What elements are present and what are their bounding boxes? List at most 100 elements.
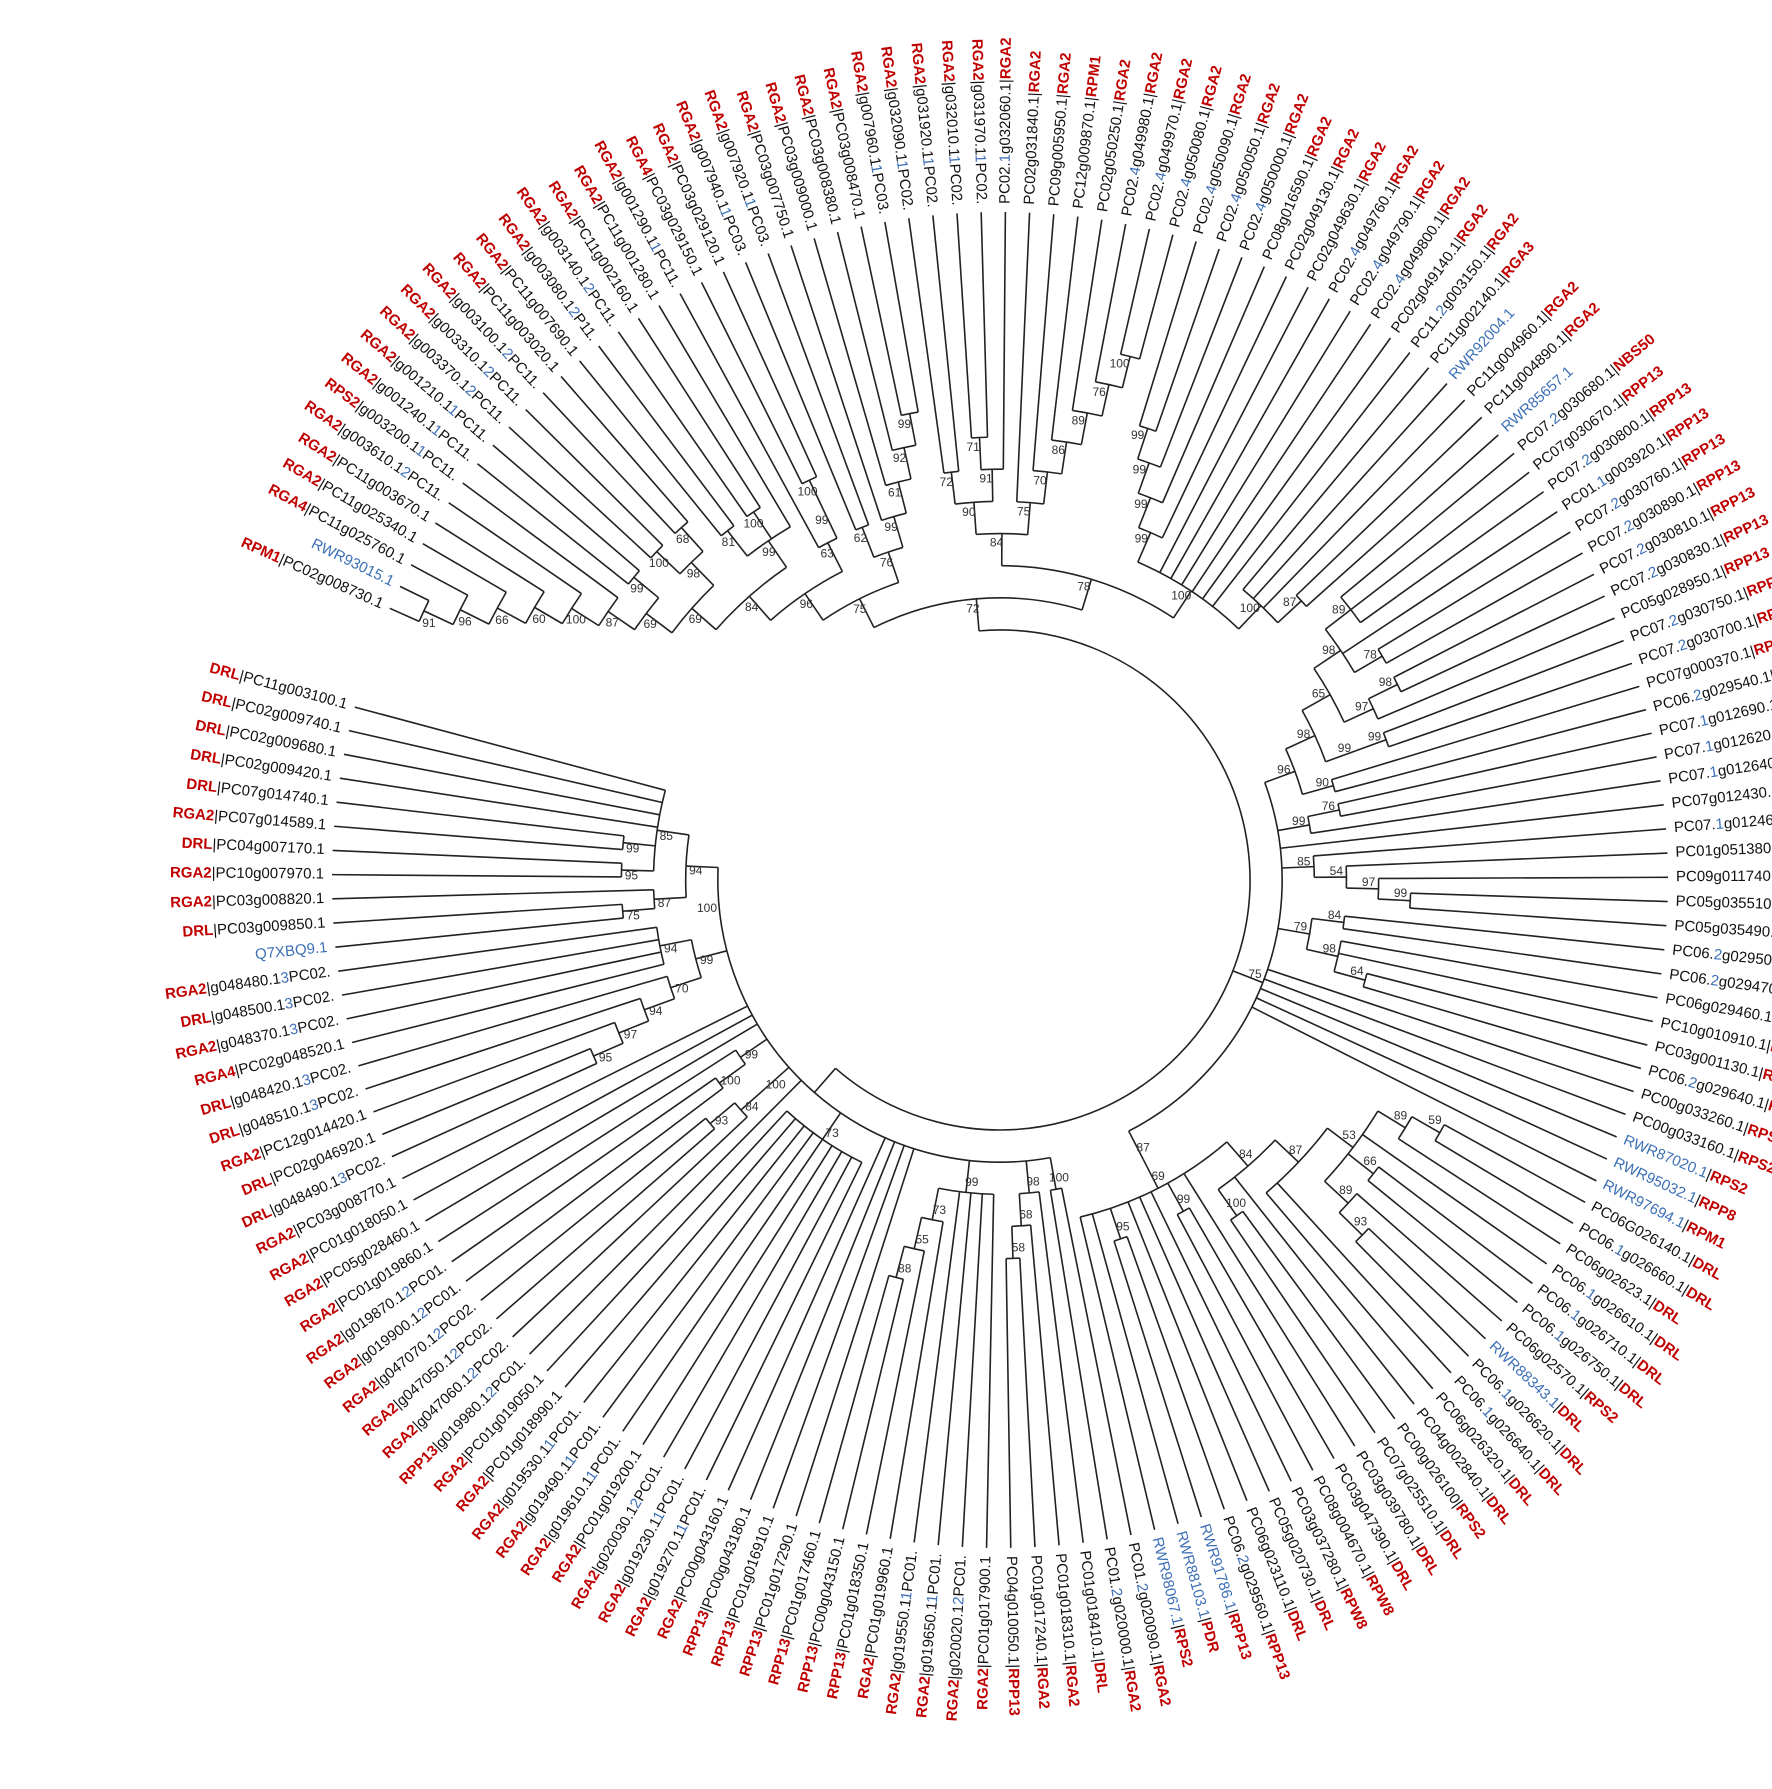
bootstrap-value: 88	[898, 1261, 912, 1275]
bootstrap-value: 84	[745, 1099, 759, 1113]
branch-line	[1410, 892, 1668, 903]
bootstrap-value: 90	[1316, 775, 1330, 789]
leaf-label-part: RPP13	[1224, 1611, 1255, 1661]
branch-line	[1377, 1110, 1406, 1129]
bootstrap-values: 7275968469698710060669691999810068998110…	[422, 356, 1442, 1275]
bootstrap-value: 99	[1131, 428, 1145, 442]
leaf-label-part: RGA2	[1054, 52, 1074, 95]
leaf-label-part: |	[212, 893, 216, 910]
leaf-label-part: RGA2	[218, 1145, 263, 1175]
branch-line	[865, 1250, 926, 1535]
leaf-label-part: RGA2	[907, 42, 928, 85]
leaf-label-part: PC05g035510.1	[1675, 893, 1772, 913]
leaf-label-part: 1	[1708, 763, 1719, 781]
bootstrap-value: 78	[1077, 580, 1091, 594]
branch-arc	[1265, 1127, 1329, 1194]
leaf-label-part: g032060.1	[997, 83, 1015, 154]
leaf-label: PC04g010050.1|RPP13	[1003, 1556, 1023, 1716]
bootstrap-value: 94	[689, 863, 703, 877]
leaf-label-part: g029470.1	[1718, 973, 1772, 1000]
branch-arc	[1367, 698, 1379, 720]
branch-line	[480, 1117, 707, 1302]
leaf-label-part: PC07g014740.1	[220, 780, 330, 810]
branch-arc	[652, 889, 656, 909]
branch-line	[645, 612, 673, 634]
branch-line	[908, 218, 945, 474]
branch-line	[1305, 434, 1499, 607]
leaf-label-part: RGA2	[1304, 114, 1336, 159]
leaf-label-part: g031920.1	[912, 87, 936, 159]
branch-line	[1400, 595, 1605, 693]
bootstrap-value: 100	[721, 1074, 741, 1088]
leaf-label-part: |	[641, 171, 658, 182]
leaf-label-part: RGA2	[267, 1250, 312, 1285]
branch-line	[739, 1038, 768, 1058]
bootstrap-value: 89	[1394, 1109, 1408, 1123]
bootstrap-value: 99	[700, 953, 714, 967]
branch-line	[1337, 732, 1652, 805]
leaf-label-part: DRL	[1690, 1254, 1725, 1284]
leaf-label-part: PC07.	[1663, 739, 1707, 763]
bootstrap-value: 96	[1277, 763, 1291, 777]
leaf-label-part: Q7XBQ9.1	[254, 939, 328, 963]
branch-line	[980, 212, 989, 438]
leaf-label-part: |	[773, 120, 790, 128]
branch-line	[1094, 223, 1127, 382]
branch-arc	[639, 998, 650, 1022]
leaf-label-part: RPP13	[794, 1644, 822, 1694]
branch-line	[1015, 212, 1031, 502]
leaf-label-part: RGA2	[1121, 1669, 1144, 1713]
branch-line	[343, 753, 660, 816]
branch-line	[1119, 228, 1151, 355]
branch-arc	[1080, 1141, 1228, 1218]
leaf-label-part: RPW8	[1362, 1572, 1397, 1618]
branch-line	[644, 998, 675, 1011]
branch-line	[1211, 352, 1411, 607]
branch-line	[1277, 600, 1302, 624]
branch-arc	[1032, 469, 1062, 475]
leaf-label-part: |	[615, 1577, 632, 1588]
branch-line	[534, 606, 563, 625]
branch-arc	[1367, 1166, 1380, 1181]
branch-line	[1091, 1213, 1179, 1525]
branch-line	[1137, 497, 1152, 528]
leaf-label-part: 1	[972, 154, 989, 163]
leaf-label: PC01g018310.1|RGA2	[1052, 1553, 1083, 1708]
branch-line	[1333, 970, 1366, 981]
bootstrap-value: 59	[1428, 1113, 1442, 1127]
bootstrap-value: 98	[1297, 727, 1311, 741]
leaf-label-part: |	[1196, 1616, 1213, 1624]
leaf-label-part: |	[215, 1037, 222, 1054]
leaf-label: PC02g031840.1|RGA2	[1021, 50, 1045, 205]
leaf-label-part: |	[975, 1664, 992, 1668]
leaf-label-part: PC02.	[1190, 191, 1218, 236]
leaf-label-part: RGA2	[595, 1581, 630, 1626]
branch-line	[451, 1077, 717, 1263]
leaf-label-part: |	[212, 836, 217, 853]
branch-line	[1161, 276, 1288, 539]
leaf-label-part: |	[883, 87, 900, 93]
branch-line	[1385, 552, 1583, 664]
leaf-label-part: PC01g051380.1	[1675, 839, 1772, 860]
bootstrap-value: 98	[1026, 1175, 1040, 1189]
bootstrap-value: 98	[1379, 675, 1393, 689]
leaf-label-part: RPS2	[1735, 1148, 1772, 1178]
leaf-label: PC07.1g012460.1|DRL	[1673, 807, 1772, 836]
bootstrap-value: 99	[965, 1175, 979, 1189]
branch-line	[1302, 784, 1334, 796]
leaf-label-part: RGA2	[1412, 158, 1448, 202]
branch-line	[528, 1079, 802, 1355]
branch-line	[1334, 708, 1647, 793]
leaf-label-part: PC06.	[1219, 1514, 1249, 1559]
branch-line	[437, 1049, 737, 1243]
leaf-label-part: DRL	[1412, 1543, 1443, 1578]
leaf-label-part: 1	[893, 160, 911, 171]
branch-line	[1060, 441, 1068, 475]
bootstrap-value: 64	[1350, 964, 1364, 978]
bootstrap-value: 97	[1355, 699, 1369, 713]
leaf-label-part: |	[316, 476, 328, 493]
branch-line	[1310, 780, 1661, 835]
branch-line	[1126, 1236, 1226, 1510]
bootstrap-value: 72	[966, 601, 980, 615]
branch-line	[546, 1110, 788, 1372]
